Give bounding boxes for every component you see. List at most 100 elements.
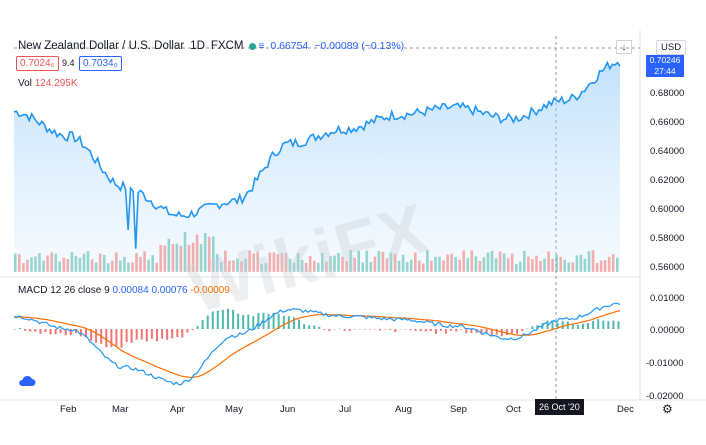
macd-histogram-bar: [592, 321, 595, 329]
volume-bar: [442, 260, 445, 272]
macd-legend[interactable]: MACD 12 26 close 9 0.00084 0.00076 -0.00…: [18, 285, 230, 296]
market-status-icon[interactable]: ≡: [249, 41, 264, 52]
volume-bar: [296, 253, 300, 272]
volume-bar: [30, 257, 33, 272]
macd-histogram-bar: [531, 326, 534, 329]
volume-bar: [300, 260, 304, 272]
volume-bar: [139, 256, 142, 272]
volume-bar: [232, 260, 235, 272]
volume-bar: [151, 255, 154, 272]
macd-histogram-bar: [602, 320, 605, 329]
volume-bar: [207, 236, 211, 272]
price-area-fill: [14, 62, 620, 270]
time-axis-tick: Jul: [339, 404, 352, 415]
volume-bar: [575, 255, 579, 272]
currency-selector[interactable]: USD: [656, 40, 687, 55]
macd-histogram-bar: [419, 329, 422, 332]
macd-histogram-bar: [29, 329, 32, 332]
cloud-snapshot-icon[interactable]: [18, 374, 36, 388]
macd-histogram-bar: [546, 320, 549, 329]
macd-histogram-bar: [232, 309, 235, 329]
volume-legend[interactable]: Vol 124.295K: [18, 78, 78, 89]
volume-bar: [349, 250, 352, 272]
macd-histogram-bar: [85, 329, 87, 337]
time-axis-tick: Feb: [60, 404, 77, 415]
last-price-value: 0.70246: [649, 55, 681, 65]
volume-bar: [163, 245, 167, 272]
buy-button[interactable]: 0.7034₀: [79, 56, 122, 71]
volume-bar: [478, 260, 482, 272]
volume-bar: [466, 258, 470, 272]
volume-bar: [361, 262, 364, 272]
macd-histogram-bar: [475, 329, 478, 333]
volume-bar: [418, 260, 421, 272]
volume-bar: [547, 251, 550, 272]
price-axis-tick: 0.64000: [650, 146, 685, 157]
macd-histogram-bar: [526, 328, 529, 329]
volume-bar: [268, 252, 272, 272]
macd-histogram-bar: [120, 329, 123, 348]
volume-bar: [462, 250, 465, 272]
volume-bar: [86, 251, 90, 272]
volume-bar: [187, 244, 191, 272]
volume-bar: [377, 251, 381, 272]
volume-bar: [434, 256, 437, 272]
macd-histogram-bar: [216, 310, 219, 329]
volume-bar: [571, 262, 575, 272]
macd-histogram-bar: [617, 321, 620, 329]
macd-histogram-bar: [44, 329, 47, 332]
macd-histogram-bar: [39, 329, 42, 334]
volume-bar: [551, 258, 554, 272]
macd-histogram-bar: [34, 329, 37, 332]
volume-bar: [70, 252, 74, 272]
macd-histogram-bar: [191, 329, 194, 331]
volume-bar: [240, 261, 243, 272]
macd-histogram-bar: [369, 329, 371, 330]
macd-histogram-bar: [358, 328, 361, 330]
macd-histogram-bar: [348, 329, 351, 331]
macd-histogram-bar: [267, 313, 270, 329]
macd-histogram-bar: [64, 329, 67, 336]
scroll-to-realtime-icon[interactable]: ↓: [616, 40, 632, 54]
macd-histogram-bar: [59, 329, 62, 334]
macd-histogram-bar: [470, 329, 473, 333]
sell-button[interactable]: 0.7024₆: [16, 56, 59, 71]
macd-histogram-bar: [414, 329, 417, 331]
macd-label: MACD 12 26 close 9: [18, 285, 110, 296]
settings-gear-icon[interactable]: ⚙: [662, 402, 673, 416]
time-axis-tick: Dec: [617, 404, 634, 415]
volume-bar: [385, 258, 389, 272]
volume-bar: [583, 258, 587, 272]
macd-histogram-bar: [196, 325, 199, 329]
volume-bar: [82, 253, 86, 272]
macd-histogram-bar: [237, 313, 240, 329]
macd-histogram-bar: [282, 315, 285, 329]
volume-bar: [54, 253, 57, 272]
symbol-name[interactable]: New Zealand Dollar / U.S. Dollar: [18, 40, 185, 52]
volume-bar: [607, 256, 611, 272]
macd-histogram-bar: [161, 329, 164, 339]
volume-bar: [409, 259, 413, 272]
macd-histogram-bar: [465, 329, 468, 334]
price-axis-tick: 0.62000: [650, 175, 685, 186]
volume-bar: [127, 262, 130, 272]
volume-bar: [42, 260, 45, 272]
macd-histogram-bar: [318, 326, 321, 329]
interval-label[interactable]: 1D: [190, 40, 205, 52]
time-axis-tick: Apr: [170, 404, 185, 415]
macd-histogram-bar: [597, 319, 600, 329]
volume-bar: [393, 253, 397, 272]
macd-histogram-bar: [186, 329, 189, 333]
volume-bar: [591, 250, 595, 272]
volume-bar: [490, 250, 494, 272]
volume-bar: [611, 254, 615, 272]
volume-bar: [102, 254, 106, 272]
volume-bar: [333, 255, 336, 272]
macd-histogram-bar: [424, 329, 427, 332]
macd-histogram-bar: [292, 317, 295, 329]
volume-bar: [252, 253, 255, 272]
volume-bar: [397, 260, 401, 272]
volume-bar: [119, 260, 122, 272]
